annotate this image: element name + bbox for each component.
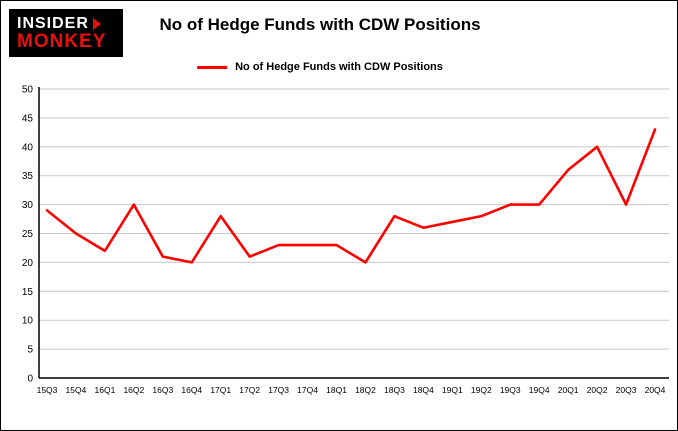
logo-triangle-icon bbox=[92, 17, 101, 30]
legend-label: No of Hedge Funds with CDW Positions bbox=[235, 61, 443, 73]
svg-text:40: 40 bbox=[22, 142, 34, 153]
svg-text:18Q1: 18Q1 bbox=[326, 385, 347, 395]
axes bbox=[38, 87, 669, 379]
svg-text:20Q2: 20Q2 bbox=[587, 385, 608, 395]
x-axis-tick-labels: 15Q3 15Q4 16Q1 16Q2 16Q3 16Q4 17Q1 17Q2 17Q3 17Q4… bbox=[37, 385, 666, 395]
svg-text:20Q4: 20Q4 bbox=[645, 385, 666, 395]
legend-line-swatch bbox=[197, 65, 228, 69]
svg-text:18Q2: 18Q2 bbox=[355, 385, 376, 395]
svg-text:15Q4: 15Q4 bbox=[66, 385, 87, 395]
chart-title: No of Hedge Funds with CDW Positions bbox=[159, 15, 481, 34]
svg-text:20: 20 bbox=[22, 258, 34, 269]
svg-text:19Q1: 19Q1 bbox=[442, 385, 463, 395]
insider-monkey-logo: INSIDER MONKEY bbox=[9, 9, 123, 57]
svg-text:45: 45 bbox=[22, 113, 34, 124]
logo-insider-label: INSIDER bbox=[17, 14, 89, 32]
y-axis-tick-labels: 0 5 10 15 20 25 30 35 40 45 50 bbox=[22, 85, 34, 385]
svg-text:35: 35 bbox=[22, 171, 34, 182]
svg-text:25: 25 bbox=[22, 229, 34, 240]
svg-text:30: 30 bbox=[22, 200, 34, 211]
svg-text:50: 50 bbox=[22, 85, 34, 96]
logo-monkey-label: MONKEY bbox=[17, 31, 107, 53]
svg-text:19Q2: 19Q2 bbox=[471, 385, 492, 395]
series-line-hedge-funds bbox=[45, 128, 657, 264]
svg-text:19Q4: 19Q4 bbox=[529, 385, 550, 395]
svg-text:10: 10 bbox=[22, 316, 34, 327]
svg-text:17Q4: 17Q4 bbox=[297, 385, 318, 395]
svg-text:5: 5 bbox=[27, 345, 33, 356]
chart-legend: No of Hedge Funds with CDW Positions bbox=[197, 61, 443, 73]
svg-text:18Q3: 18Q3 bbox=[384, 385, 405, 395]
svg-text:18Q4: 18Q4 bbox=[413, 385, 434, 395]
svg-text:15Q3: 15Q3 bbox=[37, 385, 58, 395]
svg-text:16Q2: 16Q2 bbox=[123, 385, 144, 395]
svg-text:16Q3: 16Q3 bbox=[152, 385, 173, 395]
svg-text:17Q2: 17Q2 bbox=[239, 385, 260, 395]
svg-text:20Q3: 20Q3 bbox=[616, 385, 637, 395]
gridlines bbox=[39, 88, 669, 350]
svg-text:19Q3: 19Q3 bbox=[500, 385, 521, 395]
svg-text:17Q3: 17Q3 bbox=[268, 385, 289, 395]
svg-text:20Q1: 20Q1 bbox=[558, 385, 579, 395]
svg-text:0: 0 bbox=[27, 374, 33, 385]
svg-text:16Q1: 16Q1 bbox=[95, 385, 116, 395]
svg-text:17Q1: 17Q1 bbox=[210, 385, 231, 395]
svg-text:16Q4: 16Q4 bbox=[181, 385, 202, 395]
svg-text:15: 15 bbox=[22, 287, 34, 298]
logo-insider-text: INSIDER bbox=[17, 15, 123, 33]
